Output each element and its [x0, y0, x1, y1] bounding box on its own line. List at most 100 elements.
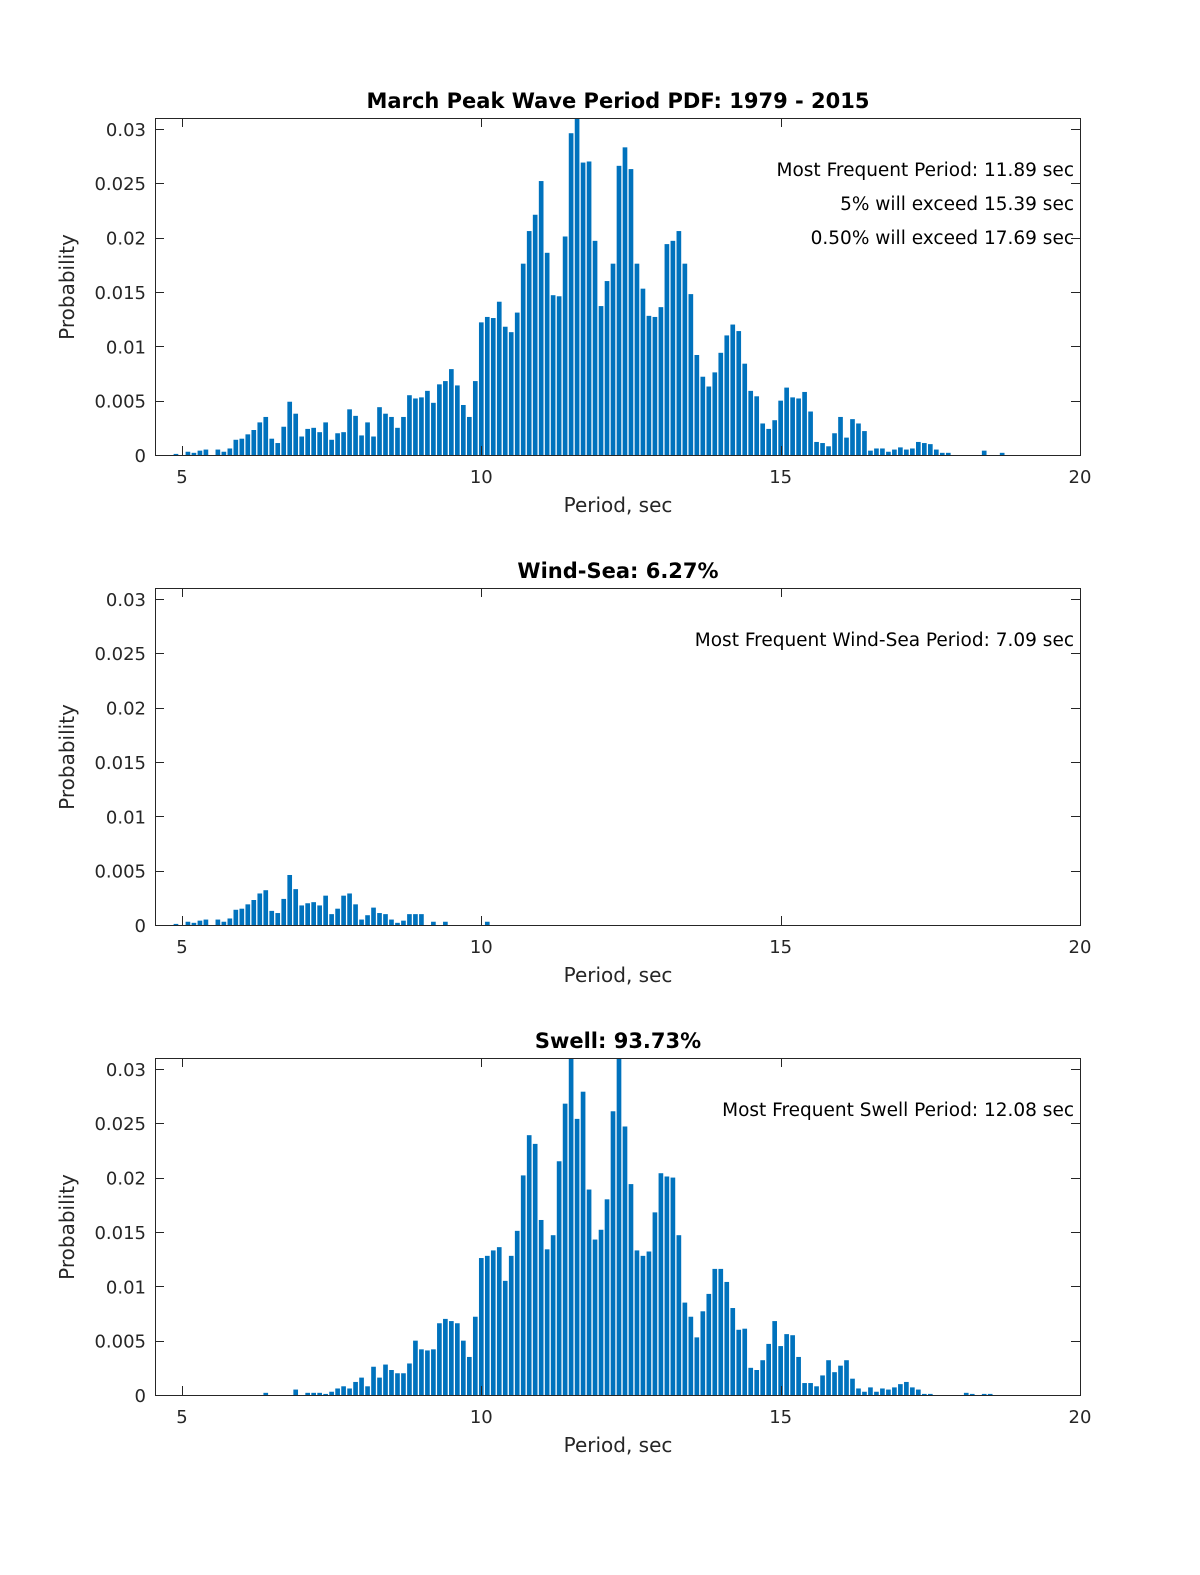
bar: [574, 118, 580, 455]
bar: [197, 920, 203, 925]
bar: [263, 890, 269, 925]
x-tick-label: 20: [1069, 937, 1092, 958]
bar: [329, 914, 334, 925]
y-tick-label: 0.02: [106, 1169, 146, 1190]
bar: [329, 439, 334, 455]
bar: [490, 1250, 496, 1395]
x-tick-label: 15: [769, 1407, 792, 1428]
bar: [844, 1360, 849, 1395]
bar: [556, 296, 562, 455]
bar: [999, 452, 1005, 455]
bar: [425, 390, 430, 455]
bar: [526, 1135, 532, 1395]
bar: [455, 1323, 460, 1395]
bar: [227, 448, 233, 455]
y-tick-label: 0.005: [94, 862, 146, 883]
bar: [287, 874, 293, 925]
chart-panel-2: 5 10 15 20 0 0.005 0.01 0.015 0.02 0.025 0.03 Wind…: [55, 559, 1091, 987]
bar: [892, 1387, 897, 1395]
bar: [862, 431, 867, 455]
bar: [239, 908, 245, 925]
y-tick-label: 0: [135, 446, 146, 467]
bar: [496, 1247, 502, 1395]
bar: [616, 165, 622, 455]
bar: [425, 1350, 430, 1395]
bar: [413, 398, 418, 455]
bar: [514, 312, 520, 455]
bar: [305, 428, 310, 455]
bar: [670, 240, 676, 455]
bar: [484, 316, 490, 455]
bar: [562, 236, 568, 455]
bar: [706, 386, 712, 455]
y-axis-label: Probability: [55, 1174, 79, 1280]
bar: [730, 1308, 736, 1395]
bar: [173, 453, 179, 455]
bar: [383, 914, 388, 925]
bar-series: [173, 874, 490, 925]
bar: [191, 452, 197, 455]
bar: [197, 450, 203, 455]
annotation-most-frequent-wind-sea: Most Frequent Wind-Sea Period: 7.09 sec: [695, 630, 1074, 651]
bar: [682, 1302, 688, 1395]
bar: [317, 432, 322, 455]
axis-ticks: 5 10 15 20 0 0.005 0.01 0.015 0.02 0.025 0.03: [94, 588, 1091, 958]
bar: [449, 369, 454, 455]
bar: [622, 147, 628, 455]
x-tick-label: 5: [176, 467, 187, 488]
bar: [461, 404, 466, 455]
bar: [610, 263, 616, 455]
bar: [856, 423, 861, 455]
bar: [359, 1377, 364, 1395]
x-tick-label: 10: [470, 1407, 493, 1428]
bar: [383, 413, 388, 455]
bar: [329, 1391, 334, 1395]
bar: [227, 918, 233, 925]
bar: [640, 288, 646, 455]
bar: [892, 449, 897, 455]
bar: [359, 919, 364, 925]
bar: [820, 443, 825, 455]
x-tick-label: 5: [176, 1407, 187, 1428]
bar: [760, 1360, 766, 1395]
bar: [419, 397, 424, 455]
bar: [532, 1143, 538, 1395]
bar: [401, 920, 406, 925]
bar: [766, 1343, 772, 1395]
bar: [544, 1249, 550, 1395]
bar: [233, 909, 239, 925]
bar: [904, 449, 909, 455]
bar: [419, 1349, 424, 1395]
bar: [634, 263, 640, 455]
bar: [580, 1091, 586, 1395]
bar: [203, 449, 209, 455]
bar: [592, 240, 598, 455]
bar: [898, 1384, 903, 1395]
bar: [772, 420, 777, 455]
bar: [413, 1340, 418, 1395]
bar: [221, 451, 227, 455]
bar: [790, 397, 795, 455]
bar: [245, 904, 251, 925]
bar: [203, 919, 209, 925]
bar: [832, 433, 837, 455]
bar: [850, 1378, 855, 1395]
x-tick-label: 10: [470, 467, 493, 488]
bar: [916, 1389, 921, 1395]
bar: [802, 1383, 807, 1395]
bar: [185, 451, 191, 455]
bar: [586, 161, 592, 456]
bar: [874, 448, 879, 455]
bar: [401, 1373, 406, 1395]
bar: [742, 363, 748, 455]
y-tick-label: 0.015: [94, 753, 146, 774]
bar: [724, 1281, 730, 1395]
bar: [927, 1393, 933, 1395]
bar: [724, 335, 730, 455]
bar: [945, 452, 951, 455]
bar: [652, 316, 658, 455]
bar: [922, 443, 927, 455]
bar: [664, 1176, 670, 1395]
x-tick-label: 15: [769, 467, 792, 488]
bar: [736, 331, 742, 455]
